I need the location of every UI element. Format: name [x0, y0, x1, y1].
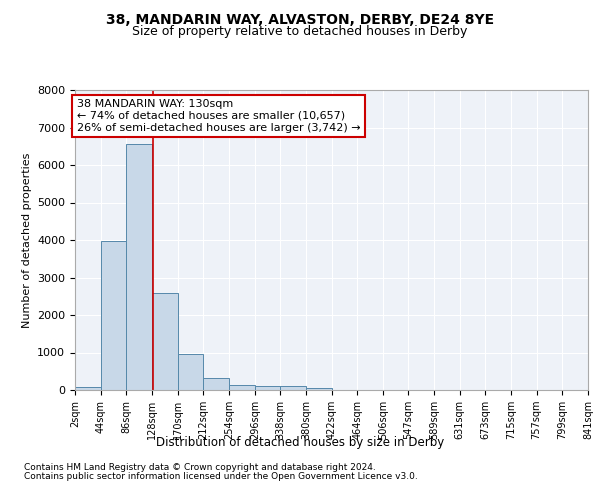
Text: Contains public sector information licensed under the Open Government Licence v3: Contains public sector information licen… — [24, 472, 418, 481]
Bar — [75, 387, 101, 390]
Y-axis label: Number of detached properties: Number of detached properties — [22, 152, 32, 328]
Bar — [229, 385, 255, 390]
Text: 38 MANDARIN WAY: 130sqm
← 74% of detached houses are smaller (10,657)
26% of sem: 38 MANDARIN WAY: 130sqm ← 74% of detache… — [77, 100, 361, 132]
Bar — [178, 354, 203, 390]
Text: Size of property relative to detached houses in Derby: Size of property relative to detached ho… — [133, 25, 467, 38]
Bar — [127, 144, 152, 390]
Bar — [152, 292, 178, 390]
Bar — [255, 386, 280, 390]
Bar — [203, 378, 229, 390]
Bar — [306, 388, 332, 390]
Bar — [101, 241, 127, 390]
Text: 38, MANDARIN WAY, ALVASTON, DERBY, DE24 8YE: 38, MANDARIN WAY, ALVASTON, DERBY, DE24 … — [106, 12, 494, 26]
Bar — [280, 386, 306, 390]
Text: Distribution of detached houses by size in Derby: Distribution of detached houses by size … — [156, 436, 444, 449]
Text: Contains HM Land Registry data © Crown copyright and database right 2024.: Contains HM Land Registry data © Crown c… — [24, 464, 376, 472]
